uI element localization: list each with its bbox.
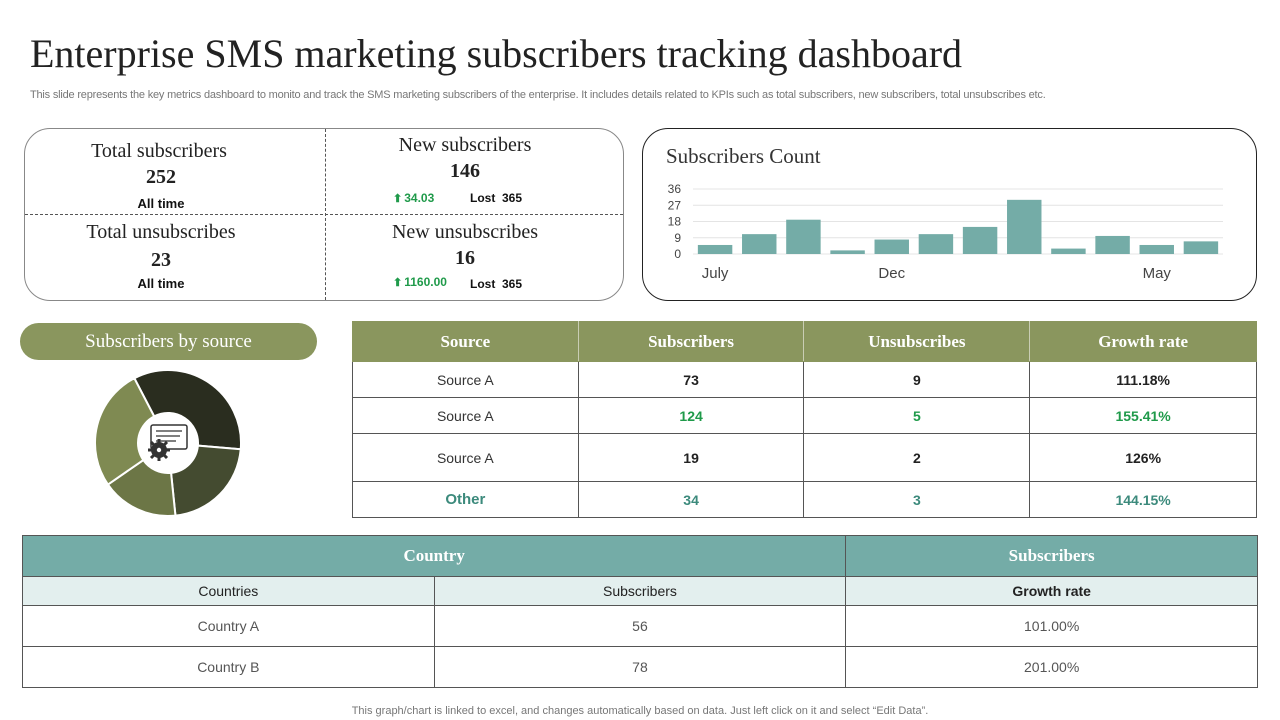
chart-bar bbox=[697, 244, 733, 254]
chart-x-tick-label: July bbox=[702, 265, 729, 282]
subscribers-count-title: Subscribers Count bbox=[666, 144, 821, 168]
table-row: Country A 56 101.00% bbox=[22, 605, 1258, 647]
kpi-total-unsubscribes-note: All time bbox=[137, 276, 185, 291]
table-cell: 34 bbox=[577, 481, 805, 518]
chart-bar bbox=[874, 239, 909, 254]
country-table-subheader: Countries bbox=[22, 576, 435, 606]
chart-bar bbox=[1095, 235, 1130, 254]
subscribers-count-chart: 36 27 18 9 0 July Dec May bbox=[668, 182, 1223, 282]
table-cell: 111.18% bbox=[1029, 361, 1257, 398]
country-table-subheader-row: Countries Subscribers Growth rate bbox=[22, 576, 1258, 606]
kpi-new-subscribers-value: 146 bbox=[450, 160, 480, 182]
sms-monitor-gear-icon bbox=[148, 424, 188, 461]
table-row: Other 34 3 144.15% bbox=[352, 481, 1257, 518]
chart-x-tick-label: Dec bbox=[878, 265, 905, 282]
kpi-new-subscribers: New subscribers 146 ⬆ 34.03 Lost 365 bbox=[325, 129, 625, 215]
source-table: Source Subscribers Unsubscribes Growth r… bbox=[352, 321, 1257, 518]
table-cell: 124 bbox=[577, 397, 805, 434]
kpi-panel: Total subscribers 252 All time New subsc… bbox=[24, 128, 624, 301]
table-cell: 78 bbox=[433, 646, 847, 688]
table-cell: 201.00% bbox=[845, 646, 1258, 688]
table-cell: 56 bbox=[433, 605, 847, 647]
chart-bar bbox=[1051, 248, 1086, 254]
table-cell: 5 bbox=[803, 397, 1031, 434]
table-cell: 9 bbox=[803, 361, 1031, 398]
country-table-group-header: Country bbox=[21, 535, 847, 577]
subscribers-count-panel: Subscribers Count 36 27 18 9 0 July Dec May bbox=[642, 128, 1257, 301]
table-cell: 101.00% bbox=[845, 605, 1258, 647]
table-row: Country B 78 201.00% bbox=[22, 646, 1258, 688]
source-table-header: Source bbox=[352, 321, 579, 362]
page-title: Enterprise SMS marketing subscribers tra… bbox=[30, 31, 963, 76]
kpi-new-subscribers-label: New subscribers bbox=[398, 134, 532, 156]
page-subtitle: This slide represents the key metrics da… bbox=[30, 89, 1046, 101]
chart-y-tick-label: 27 bbox=[668, 198, 682, 212]
chart-bar bbox=[830, 250, 865, 254]
table-row: Source A 19 2 126% bbox=[352, 433, 1257, 482]
kpi-new-unsubscribes-lost: Lost 365 bbox=[470, 277, 523, 291]
table-cell: 3 bbox=[803, 481, 1031, 518]
chart-bar bbox=[1007, 199, 1042, 254]
table-cell: Source A bbox=[352, 361, 579, 398]
kpi-total-subscribers: Total subscribers 252 All time bbox=[25, 129, 325, 215]
kpi-total-subscribers-value: 252 bbox=[146, 166, 176, 188]
table-cell: Source A bbox=[352, 433, 579, 482]
table-cell: 73 bbox=[577, 361, 805, 398]
source-table-header: Growth rate bbox=[1029, 321, 1257, 362]
kpi-new-unsubscribes: New unsubscribes 16 ⬆ 1160.00 Lost 365 bbox=[325, 215, 625, 301]
table-cell: 2 bbox=[803, 433, 1031, 482]
kpi-new-subscribers-delta-value: 34.03 bbox=[404, 191, 435, 205]
chart-bar bbox=[786, 219, 821, 254]
country-table: Country Subscribers Countries Subscriber… bbox=[21, 535, 1258, 688]
table-row: Source A 124 5 155.41% bbox=[352, 397, 1257, 434]
kpi-new-subscribers-delta: ⬆ 34.03 bbox=[393, 191, 434, 205]
source-table-header: Subscribers bbox=[577, 321, 805, 362]
table-row: Source A 73 9 111.18% bbox=[352, 361, 1257, 398]
chart-y-tick-label: 36 bbox=[668, 182, 682, 196]
table-cell: Country A bbox=[22, 605, 435, 647]
subscribers-by-source-title: Subscribers by source bbox=[20, 323, 317, 360]
chart-x-tick-label: May bbox=[1143, 265, 1172, 282]
source-table-header-row: Source Subscribers Unsubscribes Growth r… bbox=[352, 321, 1257, 362]
chart-bar bbox=[1183, 241, 1219, 254]
kpi-new-unsubscribes-delta: ⬆ 1160.00 bbox=[393, 275, 447, 289]
table-cell: 144.15% bbox=[1029, 481, 1257, 518]
table-cell: 126% bbox=[1029, 433, 1257, 482]
table-cell: 19 bbox=[577, 433, 805, 482]
kpi-total-unsubscribes-label: Total unsubscribes bbox=[86, 221, 236, 243]
country-table-subheader: Growth rate bbox=[845, 576, 1258, 606]
chart-y-tick-label: 9 bbox=[674, 231, 681, 245]
kpi-total-subscribers-label: Total subscribers bbox=[91, 140, 227, 162]
kpi-total-unsubscribes: Total unsubscribes 23 All time bbox=[25, 215, 325, 301]
kpi-divider-horizontal bbox=[25, 214, 623, 215]
chart-y-tick-label: 18 bbox=[668, 215, 682, 229]
arrow-up-icon: ⬆ bbox=[393, 193, 403, 205]
kpi-new-unsubscribes-label: New unsubscribes bbox=[391, 221, 539, 243]
footer-note: This graph/chart is linked to excel, and… bbox=[351, 705, 929, 717]
table-cell: 155.41% bbox=[1029, 397, 1257, 434]
source-table-header: Unsubscribes bbox=[803, 321, 1031, 362]
country-table-group-header: Subscribers bbox=[845, 535, 1258, 577]
kpi-total-unsubscribes-value: 23 bbox=[151, 249, 171, 271]
arrow-up-icon: ⬆ bbox=[393, 277, 403, 289]
chart-bar bbox=[742, 234, 777, 254]
table-cell: Country B bbox=[22, 646, 435, 688]
chart-bar bbox=[918, 234, 954, 254]
kpi-new-subscribers-lost: Lost 365 bbox=[470, 191, 523, 205]
table-cell: Source A bbox=[352, 397, 579, 434]
chart-bar bbox=[962, 226, 998, 254]
kpi-new-unsubscribes-delta-value: 1160.00 bbox=[404, 275, 447, 289]
chart-bar bbox=[1139, 244, 1174, 254]
chart-y-tick-label: 0 bbox=[674, 247, 681, 261]
table-cell: Other bbox=[352, 481, 579, 518]
donut-slice bbox=[94, 376, 156, 486]
kpi-new-unsubscribes-value: 16 bbox=[455, 247, 475, 269]
country-table-group-header-row: Country Subscribers bbox=[21, 535, 1258, 577]
country-table-subheader: Subscribers bbox=[433, 576, 847, 606]
kpi-total-subscribers-note: All time bbox=[137, 196, 185, 211]
subscribers-by-source-donut bbox=[94, 369, 242, 517]
